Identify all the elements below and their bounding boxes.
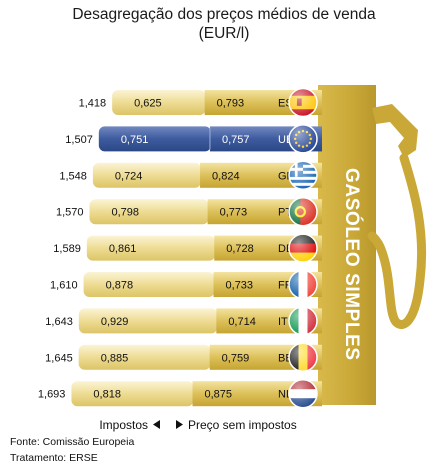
price-value-ue: 0,757 (222, 134, 250, 146)
tax-value-gr: 0,724 (115, 170, 143, 182)
tax-value-pt: 0,798 (111, 207, 139, 219)
total-label-nl: 1,693 (38, 389, 66, 401)
total-label-de: 1,589 (53, 243, 81, 255)
price-value-nl: 0,875 (205, 389, 233, 401)
total-label-pt: 1,570 (56, 207, 84, 219)
total-label-es: 1,418 (79, 98, 107, 110)
germany-flag-icon (289, 234, 317, 262)
tax-value-fr: 0,878 (106, 280, 134, 292)
pump-label: GASÓLEO SIMPLES (341, 168, 363, 361)
bar-taxes-nl (71, 381, 194, 407)
france-flag-icon (289, 271, 317, 298)
legend: Impostos Preço sem impostos (99, 418, 296, 432)
total-label-gr: 1,548 (59, 170, 87, 182)
total-label-fr: 1,610 (50, 280, 78, 292)
price-value-de: 0,728 (226, 243, 254, 255)
eu-flag-icon (289, 125, 317, 153)
arrow-left-icon (153, 420, 160, 429)
fuel-nozzle-icon (372, 104, 418, 158)
portugal-flag-icon (289, 198, 317, 226)
bar-taxes-pt (89, 199, 209, 225)
price-value-fr: 0,733 (226, 280, 254, 292)
italy-flag-icon (289, 307, 317, 335)
chart-title: Desagregação dos preços médios de venda (72, 6, 376, 23)
total-label-ue: 1,507 (65, 134, 93, 146)
legend-price-without-taxes: Preço sem impostos (188, 418, 297, 432)
bar-taxes-gr (92, 162, 202, 188)
bar-taxes-be (78, 344, 211, 370)
legend-taxes: Impostos (99, 418, 148, 432)
tax-value-be: 0,885 (101, 352, 129, 364)
bar-taxes-es (112, 90, 206, 115)
price-value-be: 0,759 (222, 352, 250, 364)
price-value-es: 0,793 (217, 98, 245, 110)
bar-taxes-de (86, 235, 216, 261)
total-label-be: 1,645 (45, 352, 73, 364)
price-value-it: 0,714 (228, 316, 256, 328)
spain-flag-icon (289, 89, 317, 116)
source-note: Fonte: Comissão Europeia (10, 436, 135, 448)
netherlands-flag-icon (289, 380, 317, 408)
price-value-pt: 0,773 (220, 207, 248, 219)
greece-flag-icon (289, 161, 317, 189)
bar-taxes-it (78, 308, 218, 334)
bar-taxes-ue (98, 126, 211, 152)
tax-value-es: 0,625 (134, 98, 162, 110)
fuel-pump-body (318, 85, 376, 405)
tax-value-it: 0,929 (101, 316, 129, 328)
chart-subtitle: (EUR/l) (198, 25, 250, 42)
price-value-gr: 0,824 (212, 170, 240, 182)
treatment-note: Tratamento: ERSE (10, 452, 98, 464)
tax-value-nl: 0,818 (93, 389, 121, 401)
total-label-it: 1,643 (45, 316, 73, 328)
fuel-pump-graphic: GASÓLEO SIMPLES (318, 85, 427, 405)
tax-value-ue: 0,751 (121, 134, 149, 146)
arrow-right-icon (176, 420, 183, 429)
tax-value-de: 0,861 (109, 243, 137, 255)
country-code-it: IT (278, 316, 288, 328)
fuel-hose-icon (367, 153, 427, 329)
bar-taxes-fr (83, 272, 215, 297)
belgium-flag-icon (289, 343, 317, 371)
